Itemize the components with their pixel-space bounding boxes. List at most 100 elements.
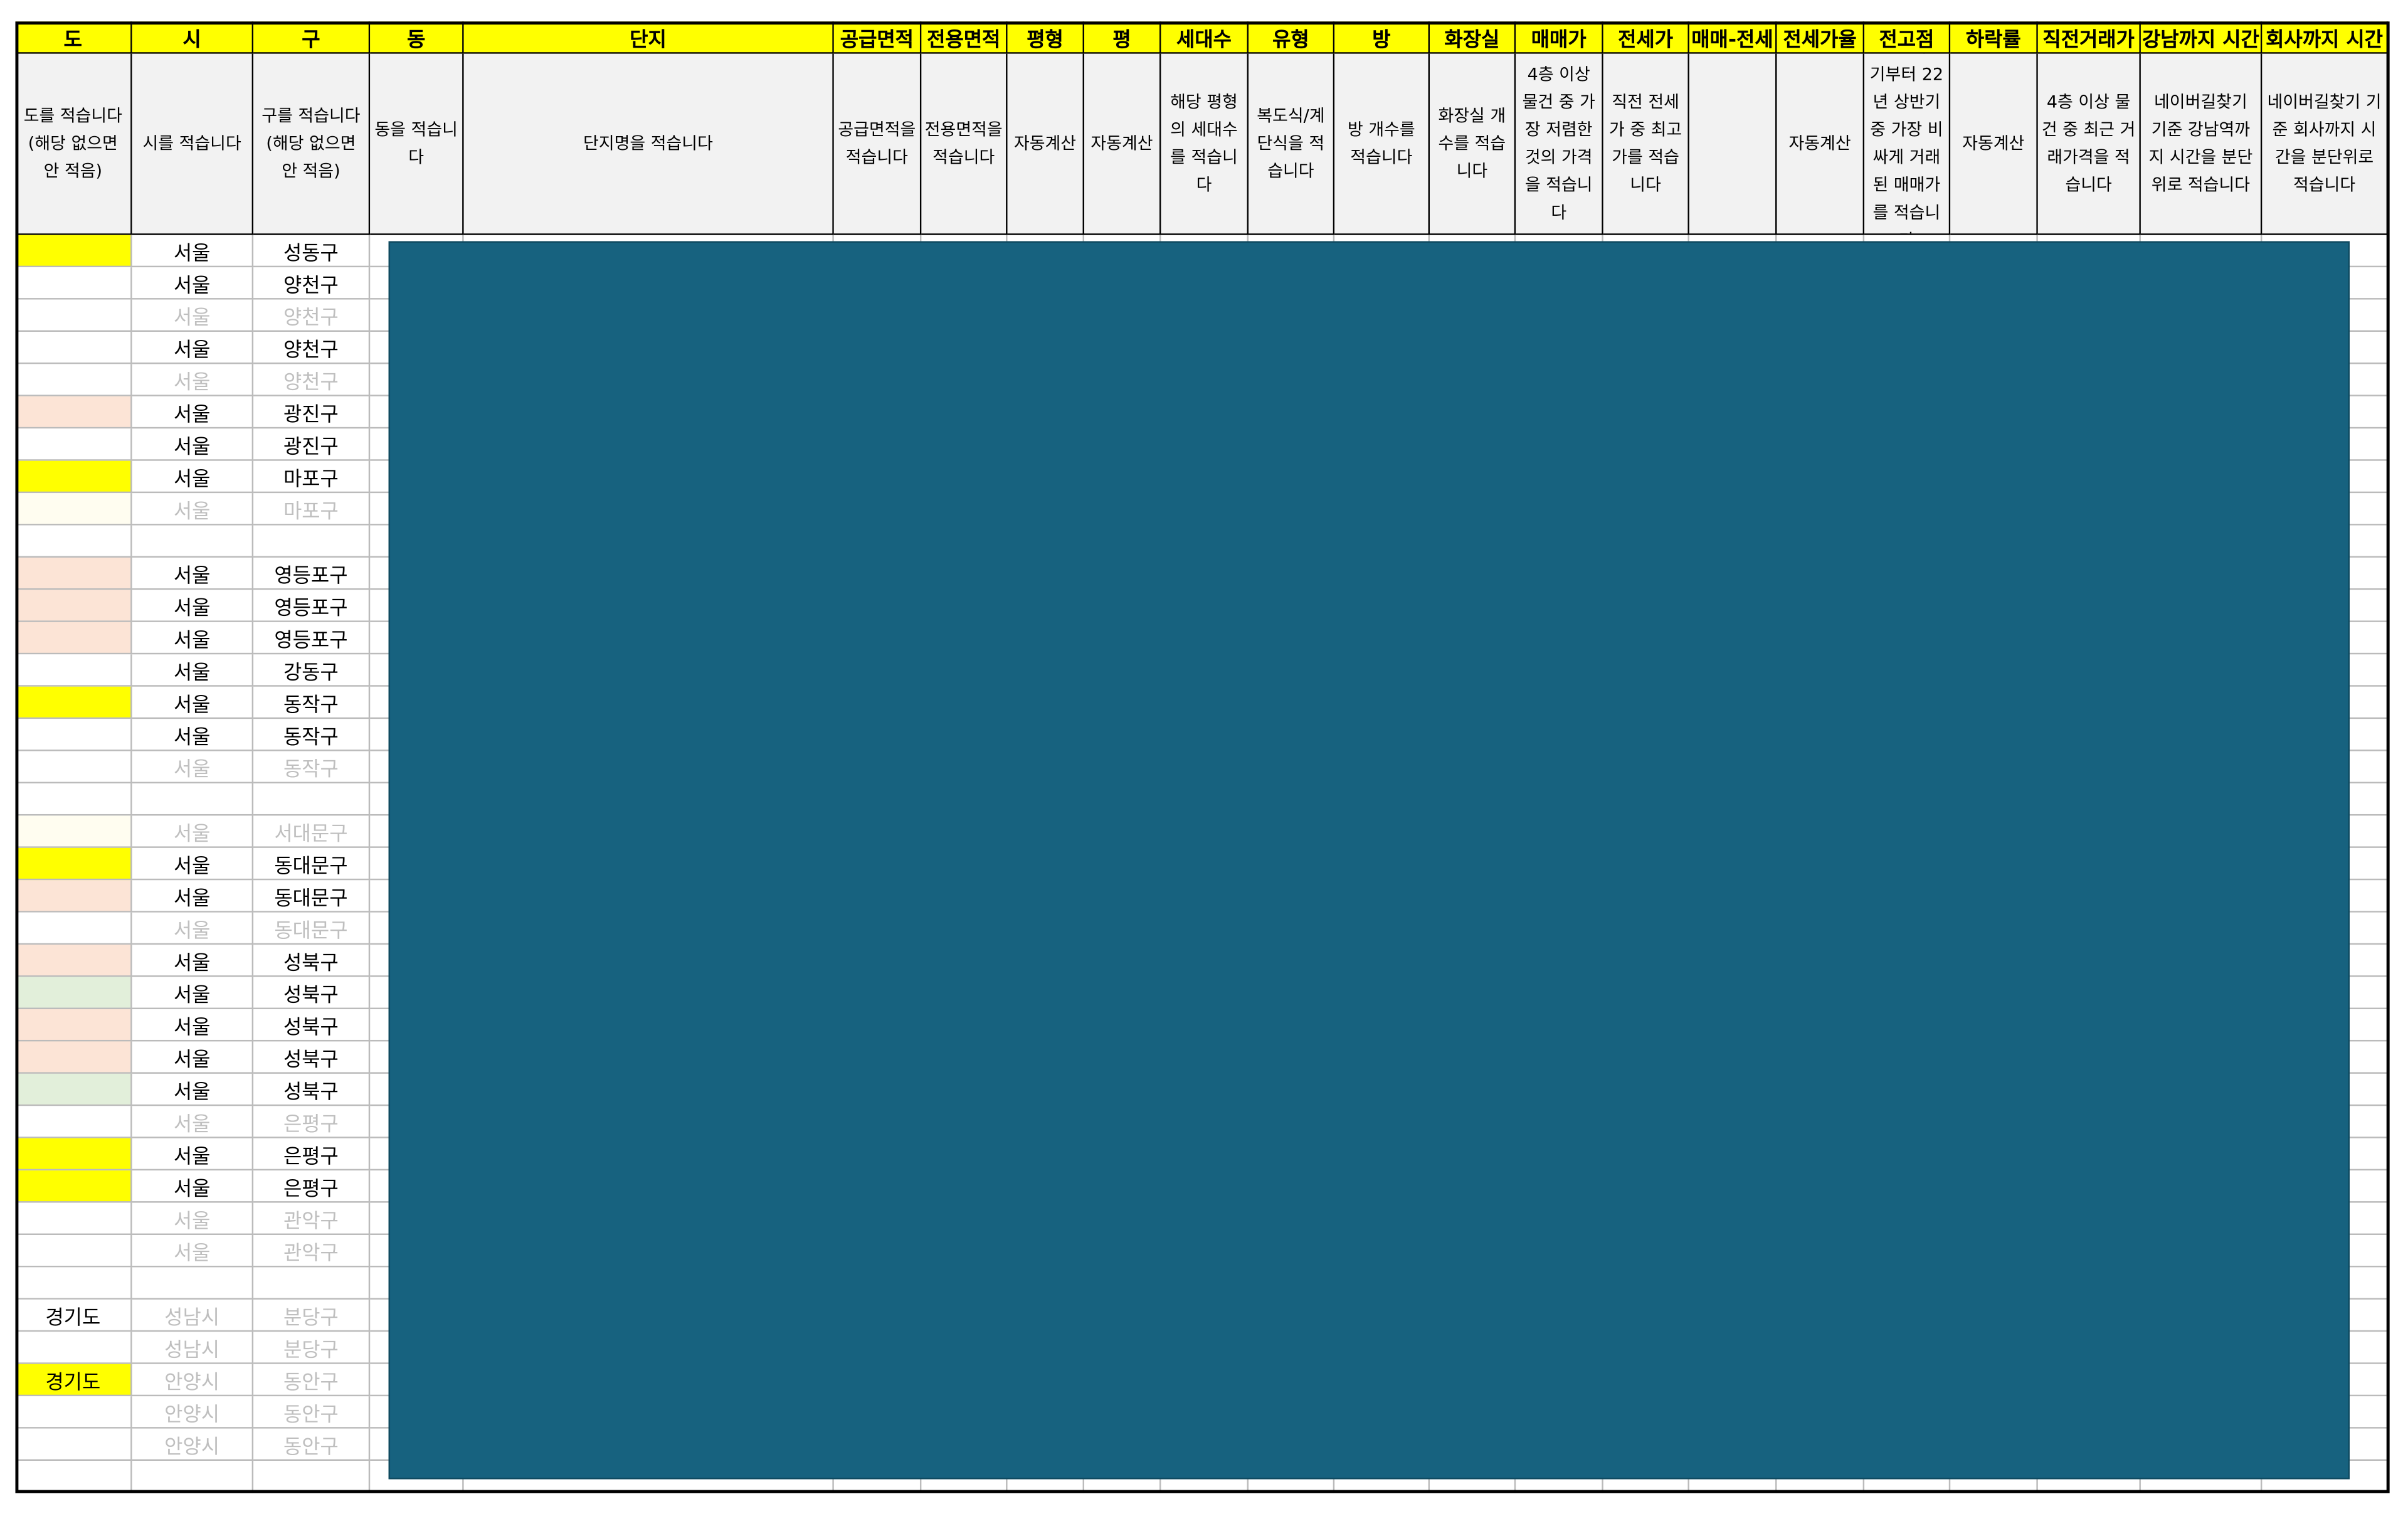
city-cell: 서울 (132, 364, 254, 396)
redaction-overlay (388, 241, 2350, 1480)
column-description: 해당 평형의 세대수를 적습니다 (1161, 53, 1249, 235)
province-cell (15, 331, 132, 364)
column-header: 회사까지 시간 (2262, 21, 2389, 54)
province-cell (15, 1041, 132, 1074)
district-cell: 관악구 (253, 1202, 371, 1235)
city-cell: 서울 (132, 751, 254, 783)
city-cell: 서울 (132, 1073, 254, 1106)
city-cell: 서울 (132, 977, 254, 1009)
column-header: 전세가율 (1777, 21, 1865, 54)
province-cell (15, 590, 132, 622)
district-cell: 성북구 (253, 1073, 371, 1106)
district-cell (253, 1460, 371, 1493)
city-cell: 서울 (132, 654, 254, 687)
district-cell: 강동구 (253, 654, 371, 687)
province-cell (15, 396, 132, 429)
district-cell: 관악구 (253, 1234, 371, 1268)
column-description: 자동계산 (1950, 53, 2038, 235)
province-cell (15, 912, 132, 945)
city-cell: 서울 (132, 557, 254, 590)
province-cell (15, 783, 132, 816)
city-cell: 서울 (132, 1009, 254, 1042)
district-cell: 서대문구 (253, 815, 371, 848)
city-cell: 서울 (132, 1138, 254, 1171)
province-cell (15, 1202, 132, 1235)
district-cell: 성북구 (253, 1009, 371, 1042)
district-cell: 분당구 (253, 1299, 371, 1332)
district-cell: 광진구 (253, 396, 371, 429)
column-header: 구 (253, 21, 371, 54)
city-cell: 서울 (132, 1234, 254, 1268)
district-cell (253, 1267, 371, 1300)
city-cell: 서울 (132, 396, 254, 429)
province-cell (15, 428, 132, 461)
column-header: 도 (15, 21, 132, 54)
province-cell (15, 847, 132, 881)
column-description: 4층 이상 물건 중 가장 저렴한 것의 가격을 적습니다 (1516, 53, 1603, 235)
city-cell: 서울 (132, 460, 254, 494)
province-cell (15, 1267, 132, 1300)
province-cell (15, 1009, 132, 1042)
province-cell: 경기도 (15, 1364, 132, 1397)
district-cell: 분당구 (253, 1332, 371, 1364)
province-cell (15, 1170, 132, 1203)
province-cell (15, 945, 132, 977)
column-header: 전용면적 (921, 21, 1008, 54)
column-description: 자동계산 (1777, 53, 1865, 235)
city-cell: 서울 (132, 267, 254, 300)
district-cell: 성북구 (253, 1041, 371, 1074)
column-header: 화장실 (1430, 21, 1516, 54)
city-cell: 서울 (132, 299, 254, 332)
city-cell: 서울 (132, 847, 254, 881)
district-cell: 양천구 (253, 299, 371, 332)
city-cell: 서울 (132, 235, 254, 268)
column-header: 강남까지 시간 (2140, 21, 2263, 54)
district-cell: 양천구 (253, 331, 371, 364)
column-description: 화장실 개수를 적습니다 (1430, 53, 1516, 235)
column-description: 직전 전세가 중 최고가를 적습니다 (1603, 53, 1689, 235)
column-description: 도를 적습니다(해당 없으면 안 적음) (15, 53, 132, 235)
city-cell (132, 1460, 254, 1493)
district-cell: 마포구 (253, 460, 371, 494)
province-cell (15, 1460, 132, 1493)
province-cell (15, 719, 132, 751)
province-cell (15, 751, 132, 783)
district-cell: 동대문구 (253, 912, 371, 945)
city-cell (132, 525, 254, 558)
column-header: 매매가 (1516, 21, 1603, 54)
column-header: 매매-전세 (1689, 21, 1777, 54)
column-description: 4층 이상 물건 중 최근 거래가격을 적습니다 (2037, 53, 2141, 235)
province-cell (15, 1234, 132, 1268)
province-cell (15, 267, 132, 300)
district-cell (253, 525, 371, 558)
column-header: 평형 (1007, 21, 1084, 54)
district-cell: 영등포구 (253, 622, 371, 655)
city-cell: 서울 (132, 1202, 254, 1235)
column-header: 시 (132, 21, 254, 54)
city-cell: 서울 (132, 622, 254, 655)
city-cell: 안양시 (132, 1428, 254, 1461)
column-description: 21년 하반기부터 22년 상반기 중 가장 비싸게 거래된 매매가를 적습니다 (1864, 53, 1951, 235)
city-cell: 안양시 (132, 1396, 254, 1429)
district-cell: 마포구 (253, 493, 371, 526)
column-header: 세대수 (1161, 21, 1249, 54)
city-cell: 서울 (132, 1170, 254, 1203)
column-description: 시를 적습니다 (132, 53, 254, 235)
province-cell (15, 460, 132, 494)
column-description: 동을 적습니다 (370, 53, 464, 235)
column-header: 평 (1084, 21, 1161, 54)
district-cell: 동안구 (253, 1364, 371, 1397)
city-cell (132, 1267, 254, 1300)
column-header: 동 (370, 21, 464, 54)
district-cell (253, 783, 371, 816)
column-header: 하락률 (1950, 21, 2038, 54)
city-cell: 서울 (132, 493, 254, 526)
city-cell: 성남시 (132, 1299, 254, 1332)
column-description: 복도식/계단식을 적습니다 (1249, 53, 1335, 235)
column-header: 전세가 (1603, 21, 1689, 54)
column-description (1689, 53, 1777, 235)
city-cell: 서울 (132, 686, 254, 719)
district-cell: 은평구 (253, 1106, 371, 1138)
district-cell: 동작구 (253, 686, 371, 719)
